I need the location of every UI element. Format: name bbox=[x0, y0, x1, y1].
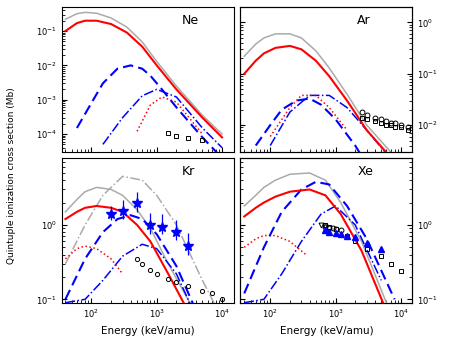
Text: Xe: Xe bbox=[357, 165, 373, 178]
Text: Quintuple ionization cross section (Mb): Quintuple ionization cross section (Mb) bbox=[8, 88, 16, 264]
X-axis label: Energy (keV/amu): Energy (keV/amu) bbox=[101, 326, 194, 335]
Text: Kr: Kr bbox=[182, 165, 195, 178]
X-axis label: Energy (keV/amu): Energy (keV/amu) bbox=[280, 326, 373, 335]
Text: Ne: Ne bbox=[182, 14, 199, 27]
Text: Ar: Ar bbox=[357, 14, 371, 27]
